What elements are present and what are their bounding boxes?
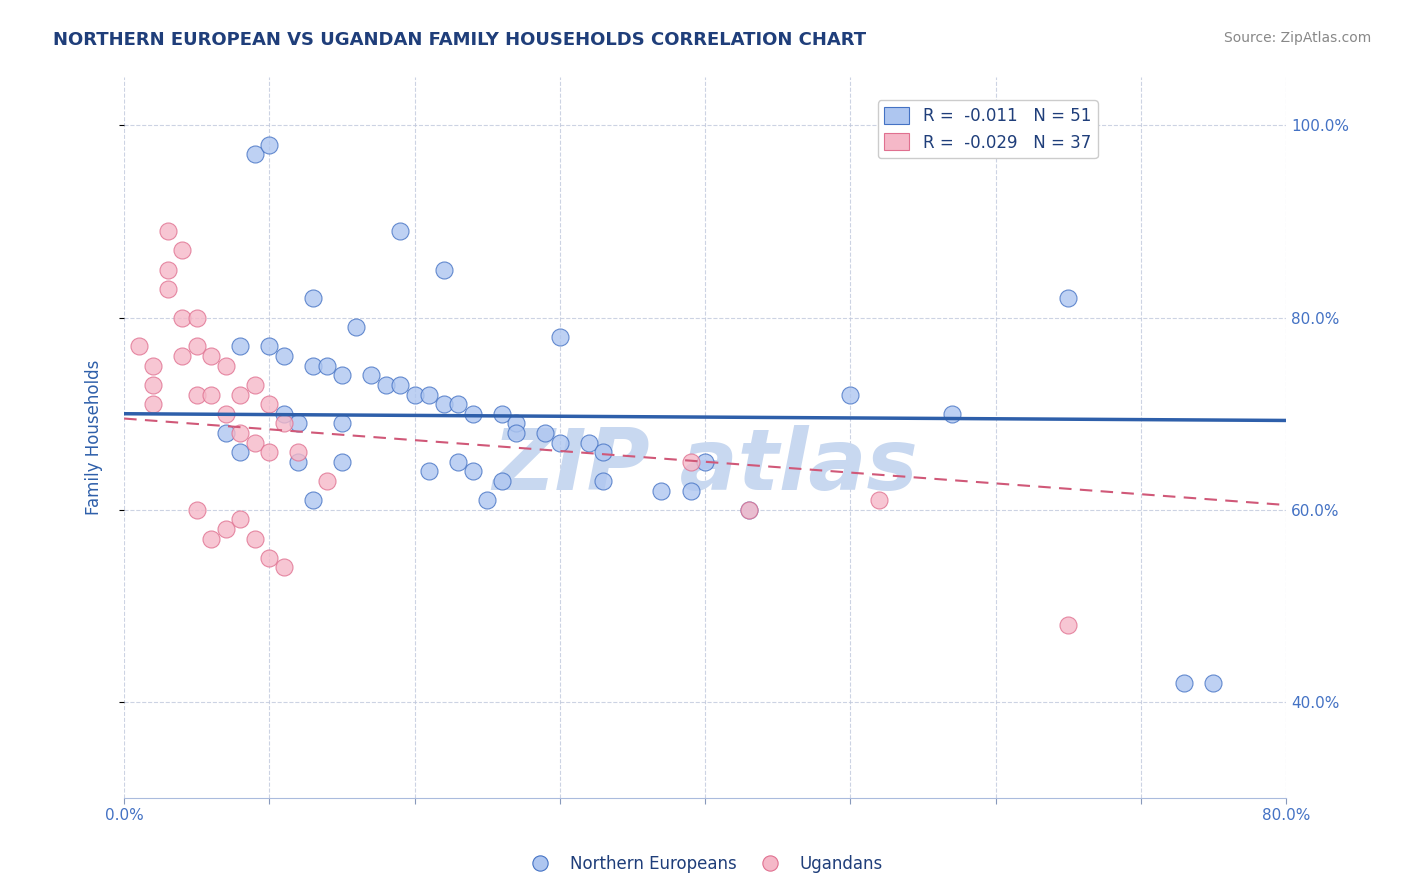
Point [302, 359, 325, 373]
Point [229, 512, 252, 526]
Point [941, 407, 963, 421]
Point [229, 339, 252, 353]
Point [215, 522, 238, 536]
Point [650, 483, 672, 498]
Point [1202, 675, 1225, 690]
Point [679, 483, 702, 498]
Point [534, 425, 557, 440]
Point [156, 224, 179, 238]
Text: NORTHERN EUROPEAN VS UGANDAN FAMILY HOUSEHOLDS CORRELATION CHART: NORTHERN EUROPEAN VS UGANDAN FAMILY HOUS… [53, 31, 866, 49]
Point [592, 445, 614, 459]
Point [259, 445, 281, 459]
Point [316, 474, 339, 488]
Point [200, 387, 222, 401]
Point [186, 310, 208, 325]
Point [172, 244, 194, 258]
Point [186, 387, 208, 401]
Point [229, 425, 252, 440]
Point [316, 359, 339, 373]
Point [447, 397, 470, 411]
Point [418, 387, 440, 401]
Point [389, 378, 412, 392]
Text: Source: ZipAtlas.com: Source: ZipAtlas.com [1223, 31, 1371, 45]
Point [156, 262, 179, 277]
Point [287, 455, 309, 469]
Point [186, 503, 208, 517]
Point [330, 368, 353, 383]
Point [273, 560, 295, 574]
Point [128, 339, 150, 353]
Point [215, 359, 238, 373]
Point [548, 330, 571, 344]
Point [505, 425, 527, 440]
Point [156, 282, 179, 296]
Point [1173, 675, 1195, 690]
Point [302, 292, 325, 306]
Point [578, 435, 600, 450]
Point [259, 550, 281, 565]
Point [433, 397, 456, 411]
Point [679, 455, 702, 469]
Point [229, 445, 252, 459]
Point [389, 224, 412, 238]
Point [330, 417, 353, 431]
Point [839, 387, 862, 401]
Point [360, 368, 382, 383]
Point [491, 407, 513, 421]
Point [243, 147, 266, 161]
Point [273, 407, 295, 421]
Point [737, 503, 759, 517]
Point [477, 493, 499, 508]
Point [1057, 292, 1080, 306]
Point [447, 455, 470, 469]
Point [287, 417, 309, 431]
Point [346, 320, 368, 334]
Point [418, 464, 440, 478]
Point [693, 455, 716, 469]
Point [172, 349, 194, 363]
Point [548, 435, 571, 450]
Point [491, 474, 513, 488]
Point [273, 417, 295, 431]
Point [302, 493, 325, 508]
Point [172, 310, 194, 325]
Point [737, 503, 759, 517]
Point [229, 387, 252, 401]
Point [404, 387, 426, 401]
Legend: Northern Europeans, Ugandans: Northern Europeans, Ugandans [516, 848, 890, 880]
Point [243, 435, 266, 450]
Point [505, 417, 527, 431]
Point [461, 464, 484, 478]
Point [259, 397, 281, 411]
Point [287, 445, 309, 459]
Point [215, 425, 238, 440]
Point [200, 349, 222, 363]
Legend: R =  -0.011   N = 51, R =  -0.029   N = 37: R = -0.011 N = 51, R = -0.029 N = 37 [877, 100, 1098, 158]
Point [142, 359, 165, 373]
Point [142, 378, 165, 392]
Point [259, 339, 281, 353]
Point [273, 349, 295, 363]
Point [200, 532, 222, 546]
Point [142, 397, 165, 411]
Point [461, 407, 484, 421]
Point [243, 532, 266, 546]
Point [868, 493, 890, 508]
Point [215, 407, 238, 421]
Point [592, 474, 614, 488]
Point [433, 262, 456, 277]
Text: ZIP atlas: ZIP atlas [492, 425, 918, 508]
Point [374, 378, 396, 392]
Y-axis label: Family Households: Family Households [86, 360, 103, 516]
Point [243, 378, 266, 392]
Point [1057, 618, 1080, 632]
Point [186, 339, 208, 353]
Point [330, 455, 353, 469]
Point [259, 137, 281, 152]
